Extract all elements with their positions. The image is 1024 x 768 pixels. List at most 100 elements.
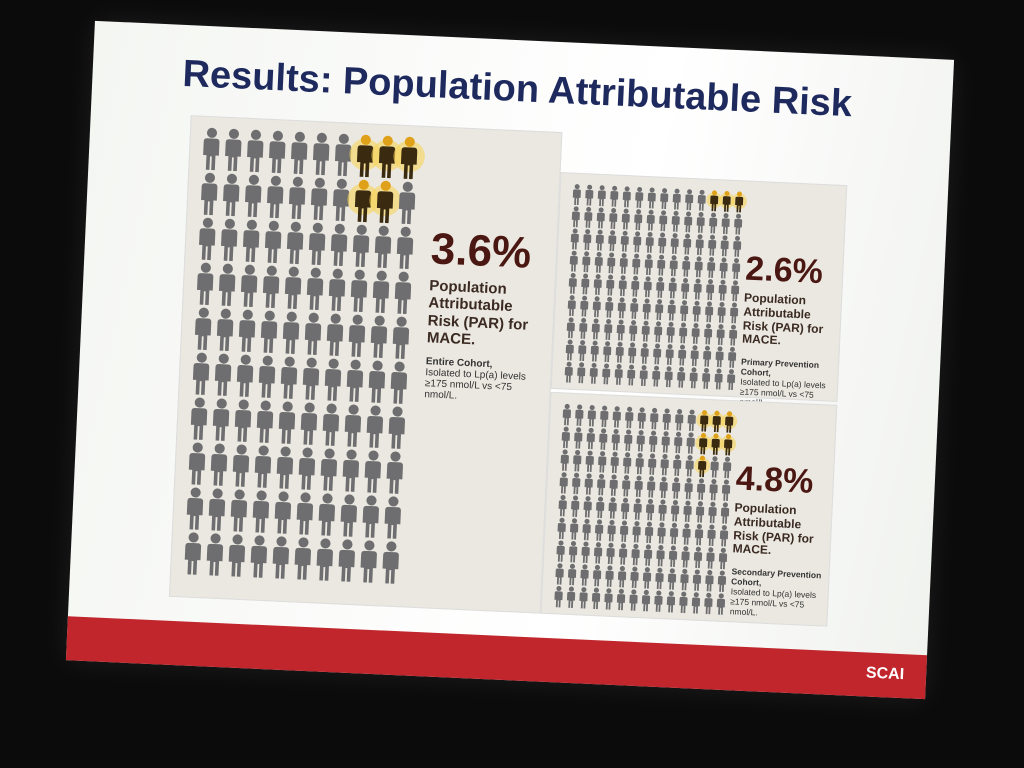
head [606, 319, 612, 325]
body [629, 594, 638, 611]
body [630, 571, 639, 589]
body [709, 484, 718, 501]
body [583, 501, 592, 518]
head [581, 317, 587, 323]
person [667, 299, 676, 321]
head [673, 210, 679, 216]
person [232, 444, 250, 487]
person [593, 542, 603, 564]
head [570, 541, 577, 547]
body [668, 282, 677, 299]
person [587, 405, 596, 427]
person [565, 339, 574, 361]
body [300, 412, 318, 445]
body [657, 259, 666, 276]
body [561, 431, 570, 449]
body [634, 214, 643, 231]
body [647, 192, 656, 209]
head [713, 433, 719, 439]
head [667, 344, 673, 350]
body [236, 365, 254, 397]
head [658, 544, 664, 551]
body [282, 322, 300, 354]
head [652, 407, 658, 414]
head [651, 430, 657, 436]
person [670, 233, 679, 254]
body [362, 505, 379, 538]
head [368, 450, 379, 461]
logo: SCAI [865, 664, 905, 684]
head [721, 257, 727, 263]
body [671, 216, 680, 232]
body [592, 301, 601, 318]
head [618, 319, 624, 325]
person [641, 589, 651, 612]
percent: 4.8% [735, 459, 815, 501]
highlighted-person [731, 191, 747, 213]
body [596, 501, 605, 519]
person [660, 188, 669, 210]
head [595, 542, 602, 548]
body [667, 573, 677, 590]
head [670, 545, 676, 551]
body [654, 326, 663, 343]
highlighted-person [718, 190, 735, 212]
person [607, 519, 616, 542]
head [556, 585, 562, 592]
body [679, 596, 688, 614]
body [677, 372, 686, 388]
body [606, 279, 615, 296]
head [689, 409, 695, 415]
head [701, 410, 708, 416]
body [274, 501, 292, 534]
body [573, 455, 582, 472]
body [714, 373, 723, 390]
head [282, 401, 293, 412]
person [647, 187, 656, 209]
body [611, 434, 620, 451]
body [645, 237, 654, 253]
head [671, 522, 677, 528]
head [574, 184, 580, 190]
head [639, 407, 645, 413]
person [708, 501, 717, 524]
head [636, 475, 642, 481]
person [346, 359, 364, 402]
body [564, 366, 573, 383]
person [256, 400, 274, 443]
body [557, 523, 566, 540]
head [320, 538, 331, 549]
head [586, 206, 592, 212]
body [593, 279, 602, 295]
body [388, 416, 406, 449]
person [562, 403, 571, 426]
body [566, 591, 576, 608]
person [234, 399, 252, 442]
person [659, 210, 668, 232]
head [570, 272, 576, 278]
head [378, 225, 389, 236]
person [362, 495, 379, 538]
body [256, 411, 274, 443]
person [619, 253, 628, 274]
head [626, 429, 632, 435]
head [635, 231, 641, 237]
head [658, 276, 664, 282]
head [720, 547, 726, 553]
person [619, 520, 629, 542]
body [619, 525, 629, 542]
body [562, 409, 571, 426]
head [298, 537, 309, 548]
body [212, 409, 230, 441]
body [374, 236, 392, 269]
head [240, 354, 251, 365]
body [266, 186, 284, 219]
head [718, 593, 724, 599]
note: Isolated to Lp(a) levels ≥175 nmol/L vs … [729, 586, 817, 618]
body [727, 374, 736, 391]
person [269, 130, 286, 174]
person [620, 230, 629, 252]
person [609, 208, 618, 229]
person [344, 404, 362, 447]
person [567, 563, 577, 586]
